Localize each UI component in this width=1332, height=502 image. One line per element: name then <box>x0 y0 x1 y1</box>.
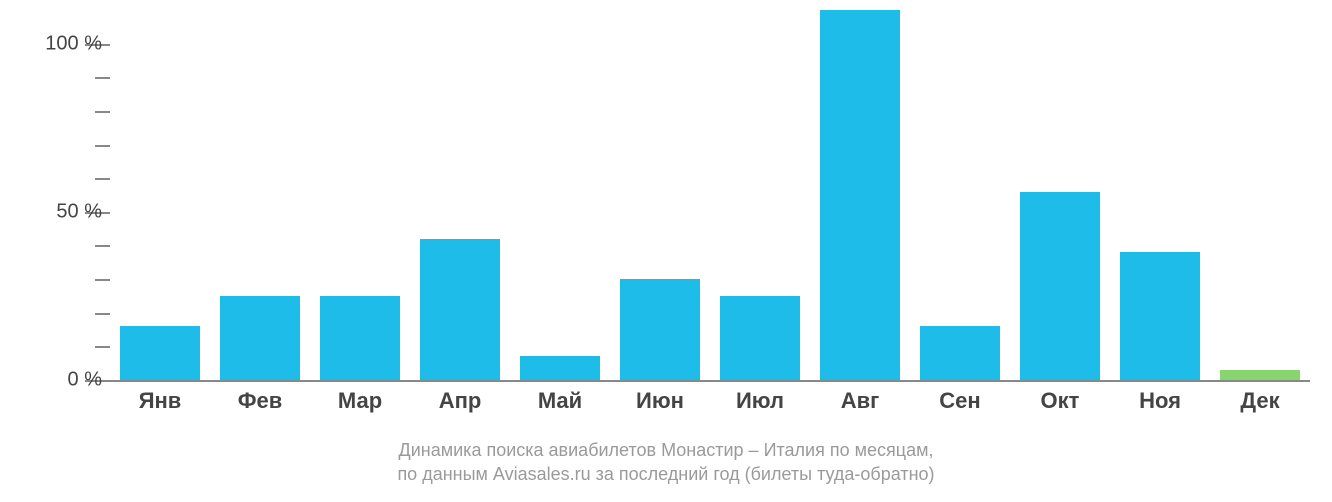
y-axis-label: 50 % <box>56 200 102 223</box>
bar <box>620 279 700 380</box>
x-axis-label: Июл <box>710 388 810 414</box>
bar-slot <box>510 10 610 380</box>
bar <box>220 296 300 380</box>
bar-slot <box>610 10 710 380</box>
x-axis-label: Окт <box>1010 388 1110 414</box>
y-minor-tick <box>95 346 110 348</box>
x-axis-labels: ЯнвФевМарАпрМайИюнИюлАвгСенОктНояДек <box>110 388 1310 414</box>
monthly-search-bar-chart: ЯнвФевМарАпрМайИюнИюлАвгСенОктНояДек Дин… <box>0 0 1332 502</box>
y-minor-tick <box>95 77 110 79</box>
y-minor-tick <box>95 245 110 247</box>
x-axis-label: Авг <box>810 388 910 414</box>
bar <box>820 10 900 380</box>
bar-slot <box>410 10 510 380</box>
bar-slot <box>110 10 210 380</box>
x-axis-label: Май <box>510 388 610 414</box>
x-axis-label: Сен <box>910 388 1010 414</box>
x-axis-label: Июн <box>610 388 710 414</box>
bar-slot <box>1010 10 1110 380</box>
bar <box>1120 252 1200 380</box>
x-axis-label: Мар <box>310 388 410 414</box>
y-axis-label: 100 % <box>45 32 102 55</box>
x-axis-label: Ноя <box>1110 388 1210 414</box>
bar-slot <box>310 10 410 380</box>
y-minor-tick <box>95 145 110 147</box>
x-axis-baseline <box>110 380 1310 382</box>
bar <box>1020 192 1100 380</box>
y-minor-tick <box>95 178 110 180</box>
bar-slot <box>810 10 910 380</box>
bar <box>320 296 400 380</box>
bar-slot <box>210 10 310 380</box>
chart-caption-line2: по данным Aviasales.ru за последний год … <box>0 464 1332 485</box>
chart-caption-line1: Динамика поиска авиабилетов Монастир – И… <box>0 440 1332 461</box>
bar-slot <box>1210 10 1310 380</box>
plot-area <box>110 10 1310 380</box>
y-minor-tick <box>95 279 110 281</box>
bar-slot <box>710 10 810 380</box>
x-axis-label: Дек <box>1210 388 1310 414</box>
x-axis-label: Апр <box>410 388 510 414</box>
bar <box>920 326 1000 380</box>
bar <box>120 326 200 380</box>
bar <box>420 239 500 380</box>
x-axis-label: Янв <box>110 388 210 414</box>
y-axis-label: 0 % <box>68 369 102 392</box>
y-minor-tick <box>95 313 110 315</box>
bar-slot <box>910 10 1010 380</box>
bar <box>520 356 600 380</box>
x-axis-label: Фев <box>210 388 310 414</box>
bar-slot <box>1110 10 1210 380</box>
bar <box>1220 370 1300 380</box>
bars-container <box>110 10 1310 380</box>
bar <box>720 296 800 380</box>
y-minor-tick <box>95 111 110 113</box>
